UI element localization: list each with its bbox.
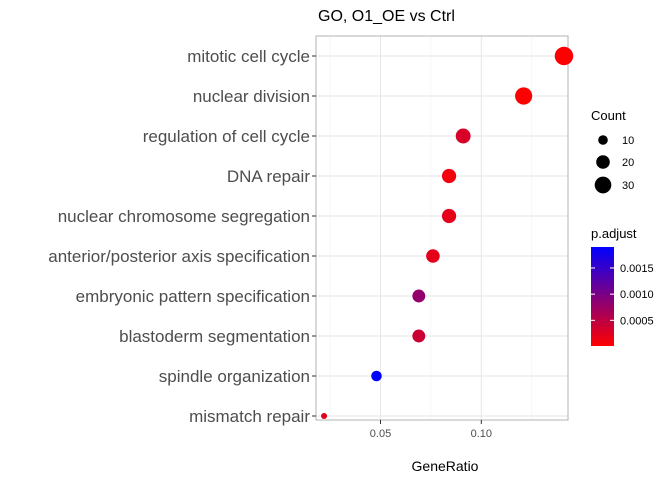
size-legend-label: 10 [622,135,634,147]
data-point [412,329,426,343]
color-legend-bar [591,247,614,346]
y-tick-label: blastoderm segmentation [119,327,310,346]
data-point [371,370,382,382]
x-tick-label: 0.05 [370,428,391,440]
plot-panel [315,35,574,421]
color-legend-label: 0.0010 [620,289,654,301]
size-legend-key [594,176,612,194]
data-point [441,208,457,224]
data-point [412,289,426,303]
size-legend-label: 20 [622,157,634,169]
y-tick-label: nuclear division [193,87,310,106]
size-legend-title: Count [591,108,626,123]
y-tick-label: embryonic pattern specification [76,287,310,306]
size-legend-key [596,155,610,169]
y-tick-label: spindle organization [159,367,310,386]
size-legend-label: 30 [622,180,634,192]
y-tick-label: DNA repair [227,167,310,186]
data-point [321,412,328,420]
data-point [554,46,574,66]
data-point [426,249,440,263]
x-axis-ticks: 0.05 0.10 [370,420,492,440]
size-legend: Count 10 20 30 [591,108,634,194]
y-tick-label: mismatch repair [189,407,310,426]
y-tick-label: regulation of cell cycle [143,127,310,146]
data-point [515,87,533,105]
color-legend-title: p.adjust [591,226,637,241]
color-legend-label: 0.0005 [620,315,654,327]
data-point [455,128,471,144]
panel-border [315,35,569,421]
y-tick-label: nuclear chromosome segregation [58,207,310,226]
chart-title: GO, O1_OE vs Ctrl [318,8,455,25]
y-tick-label: anterior/posterior axis specification [48,247,310,266]
color-legend-label: 0.0015 [620,263,654,275]
size-legend-key [598,135,608,145]
x-axis-title: GeneRatio [412,458,479,474]
data-point [441,168,457,184]
color-legend: p.adjust 0.0005 0.0010 0.0015 [591,226,654,346]
y-tick-label: mitotic cell cycle [187,47,310,66]
y-axis-labels: mitotic cell cycle nuclear division regula… [48,47,316,426]
x-tick-label: 0.10 [471,428,492,440]
